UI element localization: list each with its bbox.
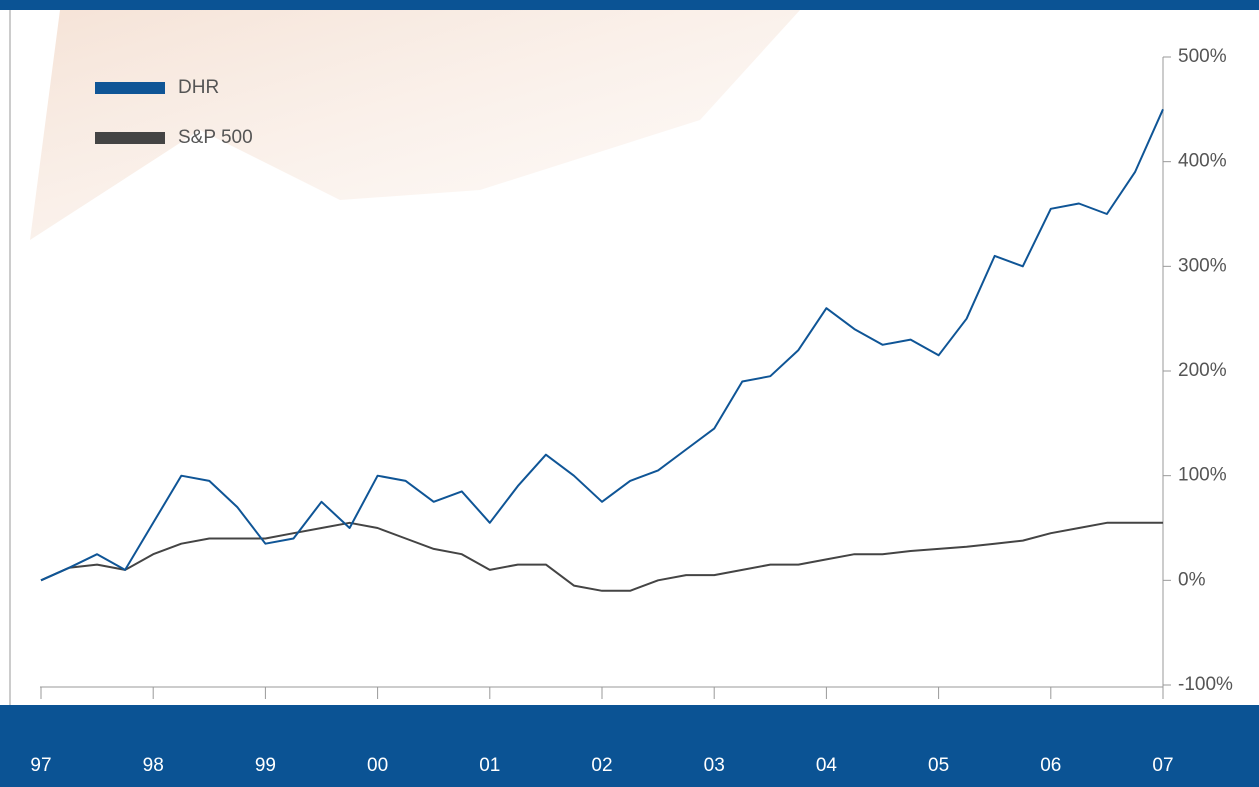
legend-swatch (95, 132, 165, 144)
x-tick-label: 03 (704, 755, 725, 776)
x-tick-label: 07 (1152, 755, 1173, 776)
series-line (40, 521, 1163, 592)
series-line (40, 108, 1164, 582)
y-tick-label: 400% (1178, 151, 1227, 172)
y-tick-label: 300% (1178, 255, 1227, 276)
x-tick-label: 99 (255, 755, 276, 776)
x-tick-label: 02 (591, 755, 612, 776)
x-tick-label: 00 (367, 755, 388, 776)
background-decoration (30, 10, 800, 240)
bottom-band (0, 705, 1259, 787)
x-tick-label: 97 (30, 755, 51, 776)
top-bar (0, 0, 1259, 10)
x-tick-label: 04 (816, 755, 838, 776)
legend-label: S&P 500 (178, 127, 253, 148)
legend-label: DHR (178, 77, 219, 98)
y-tick-label: 100% (1178, 465, 1227, 486)
legend-swatch (95, 82, 165, 94)
y-tick-label: 200% (1178, 360, 1227, 381)
plot: -100% 0% 100% 200% 300% 400% 500% 97 98 99 00 01 02 0… (30, 46, 1233, 776)
x-tick-label: 06 (1040, 755, 1061, 776)
y-tick-label: 0% (1178, 569, 1206, 590)
y-tick-label: 500% (1178, 46, 1227, 67)
y-tick-label: -100% (1178, 674, 1233, 695)
x-tick-label: 01 (479, 755, 500, 776)
x-tick-label: 05 (928, 755, 949, 776)
x-tick-label: 98 (143, 755, 164, 776)
